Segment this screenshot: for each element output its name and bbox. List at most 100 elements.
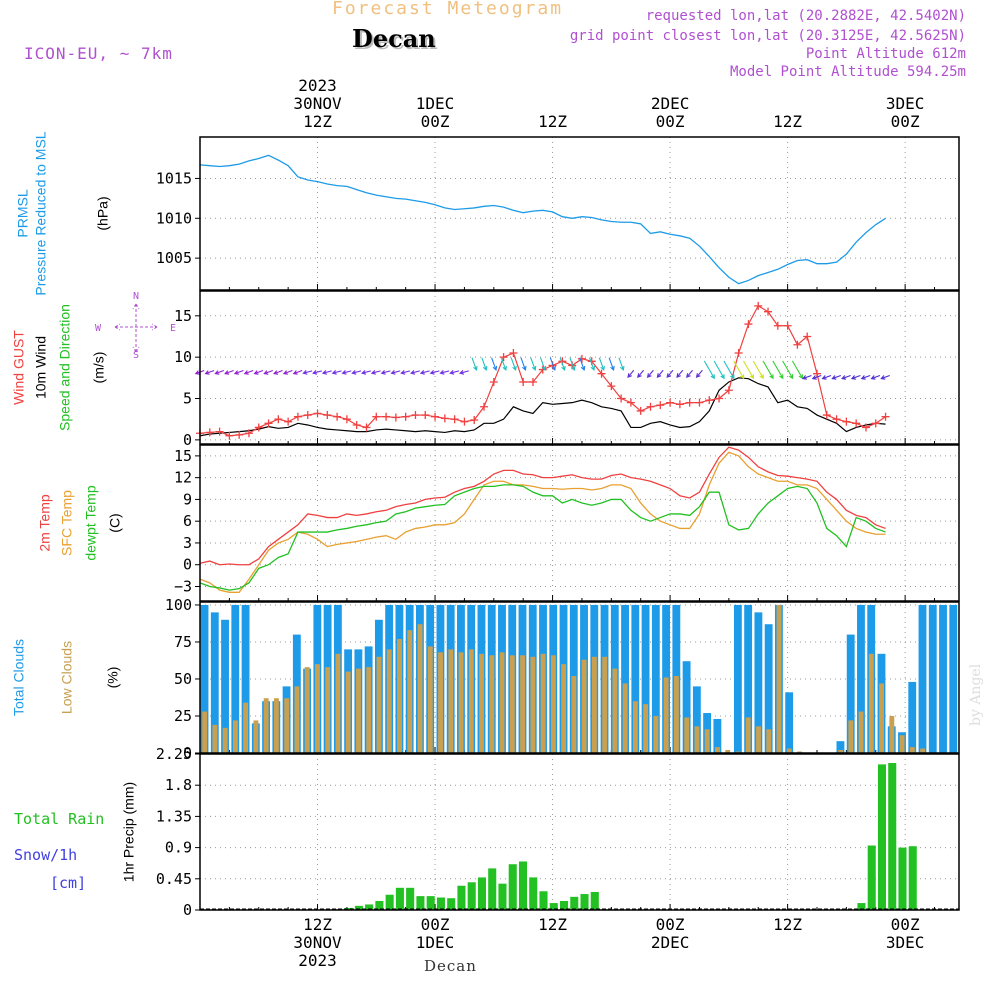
wind-direction-arrow — [370, 370, 381, 375]
wind-direction-arrow — [341, 370, 352, 375]
low-cloud-bar — [602, 656, 608, 753]
rain-bar — [559, 900, 569, 910]
wind-direction-arrow — [733, 360, 745, 380]
wind-direction-arrow — [273, 369, 283, 375]
low-cloud-bar — [899, 735, 905, 753]
low-cloud-bar — [920, 748, 926, 753]
wind-direction-arrow — [870, 374, 881, 380]
low-cloud-bar — [581, 659, 587, 753]
time-label-top: 00Z — [891, 112, 920, 131]
temp-2m-line — [199, 446, 886, 566]
time-label-bottom: 00Z — [421, 915, 450, 934]
low-cloud-bar — [612, 668, 618, 753]
gust-marker — [235, 430, 244, 439]
gust-marker — [577, 354, 586, 363]
y-tick-label: 5 — [183, 390, 192, 408]
gust-marker — [783, 321, 792, 330]
low-cloud-bar — [222, 727, 228, 753]
wind-direction-arrow — [204, 369, 215, 375]
low-cloud-bar — [838, 750, 843, 753]
low-cloud-bar — [356, 668, 361, 753]
panel-4: 0 0.45 0.9 1.35 1.8 2.25 Total Rain Snow/1h [cm]… — [14, 745, 960, 919]
panel-2: −3 0 3 6 9 12 15 2m Temp SFC Temp dewpt Temp (C) — [37, 444, 960, 602]
y-axis-label: (%) — [105, 667, 121, 689]
low-cloud-bar — [848, 720, 854, 753]
low-cloud-bar — [263, 698, 269, 753]
low-cloud-bar — [273, 698, 279, 753]
gust-marker — [421, 411, 430, 420]
wind-direction-arrow — [772, 360, 784, 380]
gust-marker — [734, 349, 743, 358]
total-cloud-bar — [241, 604, 250, 753]
low-cloud-bar — [468, 649, 474, 753]
panel-1: 0 5 10 15 N S E W Wind GUST 10m Wind Speed and Dir… — [11, 290, 960, 449]
y-tick-label: 0 — [183, 431, 192, 449]
y-axis-label: 2m Temp — [37, 494, 53, 552]
gust-marker — [528, 377, 537, 386]
panel-frame — [199, 290, 960, 445]
wind-direction-arrow — [312, 370, 323, 375]
gust-marker — [499, 353, 508, 362]
y-tick-label: 1015 — [156, 169, 192, 187]
wind-direction-arrow — [713, 360, 725, 380]
time-label-top: 12Z — [538, 112, 567, 131]
gust-marker — [881, 412, 890, 421]
y-tick-label: 0 — [183, 744, 192, 762]
wind-direction-arrow — [481, 357, 488, 371]
gust-marker — [244, 429, 253, 438]
wind-direction-arrow — [510, 357, 517, 371]
total-cloud-bar — [754, 612, 763, 753]
rain-bar — [375, 900, 384, 910]
low-cloud-bar — [202, 711, 208, 753]
low-cloud-bar — [766, 729, 772, 753]
wind-direction-arrow — [831, 374, 841, 380]
total-cloud-bar — [939, 604, 947, 753]
wind-direction-arrow — [224, 369, 234, 375]
y-tick-label: 1010 — [156, 209, 192, 227]
time-label-top: 00Z — [421, 112, 450, 131]
total-cloud-bar — [200, 604, 209, 753]
low-cloud-bar — [335, 653, 341, 753]
y-tick-label: 10 — [174, 348, 192, 366]
wind-direction-arrow — [801, 374, 812, 380]
rain-bar — [877, 764, 887, 910]
y-tick-label: 25 — [174, 707, 192, 725]
y-tick-label: 0.9 — [165, 839, 192, 857]
low-cloud-bar — [304, 667, 310, 753]
y-tick-label: 2.25 — [156, 745, 192, 763]
compass-n: N — [133, 291, 139, 302]
rain-bar — [580, 894, 589, 910]
wind-direction-arrow — [627, 369, 635, 379]
snow-unit-label: [cm] — [50, 874, 86, 892]
low-cloud-bar — [294, 686, 300, 753]
time-label-top: 00Z — [656, 112, 685, 131]
gust-marker — [842, 417, 851, 426]
gust-marker — [362, 423, 371, 432]
rain-bar — [354, 905, 363, 910]
gust-marker — [440, 414, 449, 423]
y-tick-label: 1.35 — [156, 807, 192, 825]
gust-marker — [215, 427, 224, 436]
rain-bar — [867, 845, 876, 910]
gust-marker — [617, 394, 626, 403]
time-label-top: 12Z — [303, 112, 332, 131]
wind-direction-arrow — [471, 357, 478, 371]
wind-direction-arrow — [520, 357, 527, 371]
wind-direction-arrow — [419, 370, 430, 375]
total-cloud-bar — [785, 692, 794, 753]
panel-frame — [199, 601, 960, 754]
low-cloud-bar — [417, 624, 423, 753]
wind-direction-arrow — [608, 357, 615, 371]
time-label-top: 12Z — [773, 112, 802, 131]
wind-direction-arrow — [695, 369, 703, 379]
rain-bar — [436, 897, 445, 910]
wind-direction-arrow — [292, 369, 303, 375]
wind-direction-arrow — [762, 360, 774, 380]
compass-w: W — [95, 323, 102, 334]
y-axis-label: Total Clouds — [11, 639, 27, 716]
gust-marker — [764, 307, 773, 316]
location-title: Decan — [352, 24, 436, 53]
y-axis-label: SFC Temp — [59, 490, 75, 556]
